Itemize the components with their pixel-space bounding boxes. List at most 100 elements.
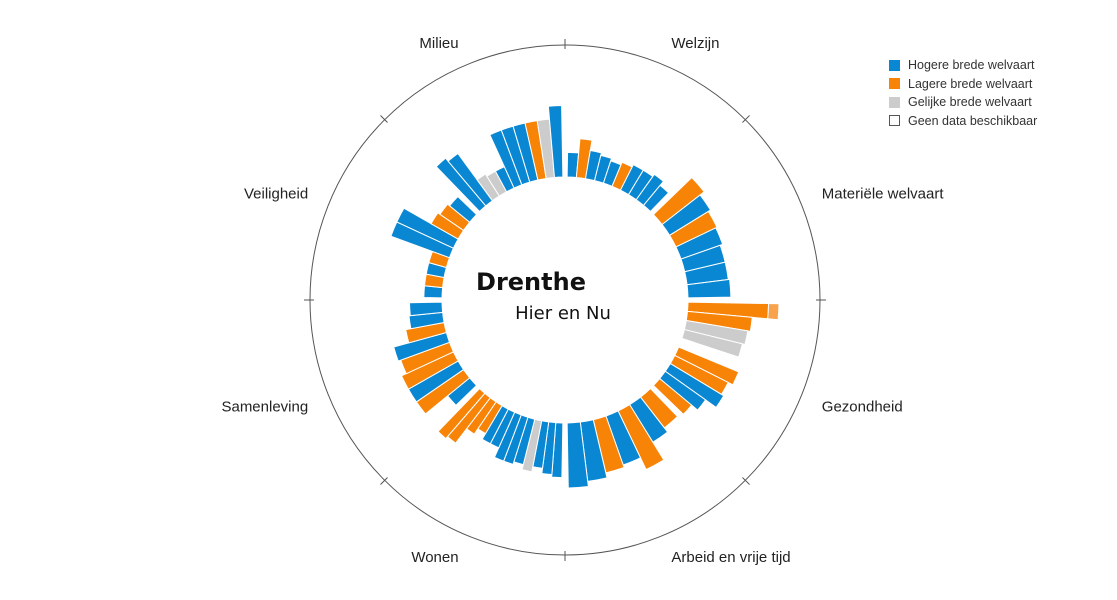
bar-inner-segment [683,319,749,346]
bar-veiligheid-6 [396,207,459,249]
bar-inner-segment [658,370,707,411]
bar-inner-segment [400,351,459,390]
category-label-samenleving: Samenleving [221,398,308,415]
bar-inner-segment [617,403,665,471]
category-label-gezondheid: Gezondheid [822,398,903,415]
bar-inner-segment [575,138,593,180]
legend-label: Geen data beschikbaar [908,113,1038,128]
legend-item-lower: Lagere brede welvaart [889,75,1089,94]
category-label-arbeid-en-vrije-tijd: Arbeid en vrije tijd [671,549,790,566]
legend-item-none: Geen data beschikbaar [889,112,1089,131]
bar-gezondheid-8 [664,362,725,409]
category-label-wonen: Wonen [411,549,458,566]
category-label-veiligheid: Veiligheid [244,186,308,203]
bar-inner-segment [447,152,494,207]
category-label-milieu: Milieu [419,35,458,52]
bar-samenleving-9 [409,301,444,317]
legend-label: Lagere brede welvaart [908,76,1033,91]
bar-inner-segment [661,194,712,237]
legend-swatch [889,96,900,108]
bar-inner-segment [593,154,613,184]
category-labels: Welzijn Materiële welvaart Gezondheid Arbei… [221,35,944,566]
legend-item-higher: Hogere brede welvaart [889,56,1089,75]
bar-inner-segment [681,328,744,358]
bar-veiligheid-7 [430,212,465,240]
bar-milieu-11 [547,105,564,178]
bar-welzijn-2 [575,138,593,180]
bar-inner-segment [551,422,564,479]
category-separator-tick [380,477,388,485]
bar-inner-segment [493,411,522,462]
bar-inner-segment [547,105,564,178]
category-separator-tick [380,115,388,123]
legend-swatch [889,115,900,127]
bar-samenleving-6 [393,331,451,362]
legend-label: Hogere brede welvaart [908,58,1035,73]
category-separator-tick [742,115,750,123]
bar-wonen-7 [493,411,522,462]
bar-welzijn-4 [593,154,613,184]
bar-arbeid-en-vrije-tijd-7 [566,421,589,489]
bars-group [390,105,780,489]
bar-inner-segment [393,331,451,362]
bar-wonen-2 [541,421,557,476]
bar-inner-segment [396,207,459,249]
bar-inner-segment [541,421,557,476]
category-separator-tick [742,477,750,485]
legend: Hogere brede welvaart Lagere brede welvaa… [889,56,1089,130]
legend-label: Gelijke brede welvaart [908,95,1032,110]
bar-gezondheid-6 [674,346,740,386]
bar-milieu-3 [476,173,501,202]
chart-title: Drenthe [476,268,586,296]
bar-materi-le-welvaart-7 [686,278,732,299]
legend-swatch [889,78,900,90]
bar-samenleving-7 [405,321,447,344]
bar-wonen-13 [437,387,486,440]
bar-samenleving-4 [400,351,459,390]
bar-inner-segment [430,212,465,240]
bar-inner-segment [437,387,486,440]
bar-inner-segment [674,346,740,386]
bar-welzijn-9 [635,173,665,207]
bar-materi-le-welvaart-3 [668,210,718,248]
bar-inner-segment [652,176,705,226]
bar-wonen-9 [481,405,509,445]
bar-veiligheid-9 [448,195,478,223]
bar-inner-segment [435,157,487,213]
bar-gezondheid-4 [681,328,744,358]
bar-gezondheid-3 [683,319,749,346]
bar-gezondheid-1 [686,301,780,321]
bar-inner-segment [405,321,447,344]
bar-gezondheid-9 [658,370,707,411]
bar-milieu-2 [447,152,494,207]
bar-inner-segment [448,195,478,223]
bar-materi-le-welvaart-1 [652,176,705,226]
bar-inner-segment [668,210,718,248]
bar-inner-segment [686,278,732,299]
bar-inner-segment [409,301,444,317]
bar-gezondheid-2 [685,310,753,332]
bar-inner-segment [664,362,725,409]
bar-inner-segment [675,227,724,260]
bar-arbeid-en-vrije-tijd-3 [617,403,665,471]
bar-materi-le-welvaart-2 [661,194,712,237]
bar-outer-segment [767,303,780,321]
bar-inner-segment [584,149,603,182]
bar-wonen-1 [551,422,564,479]
legend-swatch [889,59,900,71]
legend-item-equal: Gelijke brede welvaart [889,93,1089,112]
bar-materi-le-welvaart-4 [675,227,724,260]
bar-milieu-1 [435,157,487,213]
bar-inner-segment [476,173,501,202]
category-label-welzijn: Welzijn [671,35,719,52]
bar-inner-segment [439,203,471,232]
bar-samenleving-8 [408,311,445,330]
bar-wonen-4 [521,418,543,473]
bar-welzijn-3 [584,149,603,182]
bar-inner-segment [566,421,589,489]
bar-inner-segment [481,405,509,445]
category-separators [304,39,826,561]
bar-gezondheid-10 [652,377,693,416]
bar-welzijn-10 [642,184,670,213]
